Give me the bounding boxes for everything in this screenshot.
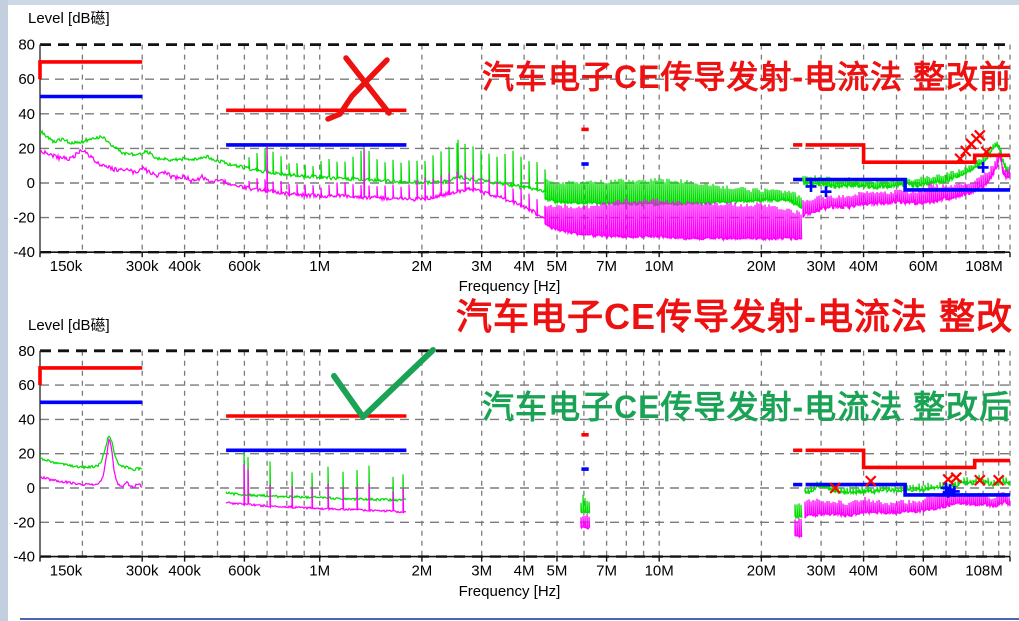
- measurement-marker-x: [954, 153, 966, 165]
- measurement-marker-x: [992, 474, 1005, 487]
- y-tick-label: 60: [18, 71, 35, 88]
- limit-line: [805, 448, 1010, 470]
- limit-line: [805, 482, 1010, 497]
- x-tick-label: 600k: [228, 258, 261, 275]
- x-tick-label: 10M: [645, 563, 674, 580]
- plot-title-after: 汽车电子CE传导发射-电流法 整改后: [481, 389, 1012, 425]
- limit-line: [805, 143, 1010, 164]
- trace-peak: [225, 451, 406, 503]
- y-tick-label: 40: [18, 411, 35, 428]
- x-tick-label: 5M: [547, 563, 568, 580]
- measurement-marker-x: [950, 471, 963, 484]
- x-tick-label: 60M: [909, 563, 938, 580]
- x-tick-label: 7M: [596, 563, 617, 580]
- trace-average: [39, 148, 250, 192]
- x-axis-title-top: Frequency [Hz]: [458, 278, 561, 295]
- x-tick-label: 1M: [309, 563, 330, 580]
- measurement-marker-x: [829, 482, 841, 494]
- y-tick-label: 20: [18, 140, 35, 157]
- limit-line: [38, 60, 143, 80]
- measurement-marker-plus: [942, 486, 954, 498]
- x-tick-label: 300k: [126, 563, 159, 580]
- x-tick-label: 300k: [126, 258, 159, 275]
- measurement-marker-plus: [977, 161, 989, 173]
- x-tick-label: 20M: [747, 563, 776, 580]
- x-tick-label: 150k: [50, 258, 83, 275]
- window-frame-bottom-line: [20, 618, 1019, 620]
- measurement-marker-plus: [805, 180, 817, 192]
- measurement-marker-plus: [820, 186, 832, 198]
- trace-peak: [544, 178, 803, 210]
- x-tick-label: 4M: [514, 258, 535, 275]
- y-tick-label: -20: [13, 514, 35, 531]
- y-tick-label: 0: [27, 175, 35, 192]
- x-tick-label: 150k: [50, 563, 83, 580]
- trace-average: [580, 513, 591, 530]
- x-axis-title-bottom: Frequency [Hz]: [458, 583, 561, 600]
- x-tick-label: 40M: [849, 258, 878, 275]
- y-tick-label: -40: [13, 549, 35, 566]
- y-tick-label: -20: [13, 210, 35, 227]
- x-tick-label: 3M: [471, 563, 492, 580]
- y-tick-label: 80: [18, 343, 35, 360]
- x-tick-label: 108M: [965, 563, 1003, 580]
- measurement-marker-x: [980, 146, 993, 158]
- x-tick-label: 2M: [411, 258, 432, 275]
- y-axis-title-bottom: Level [dB礠]: [28, 317, 110, 334]
- y-tick-label: 0: [27, 480, 35, 497]
- x-tick-label: 1M: [309, 258, 330, 275]
- measurement-marker-x: [974, 474, 986, 487]
- window-frame-left: [0, 0, 8, 621]
- x-tick-label: 600k: [228, 563, 261, 580]
- x-tick-label: 10M: [645, 258, 674, 275]
- measurement-marker-x: [974, 129, 986, 142]
- y-axis-title-top: Level [dB礠]: [28, 10, 110, 27]
- y-tick-label: 60: [18, 377, 35, 394]
- trace-average: [248, 146, 547, 219]
- x-tick-label: 3M: [471, 258, 492, 275]
- trace-average: [39, 437, 143, 489]
- trace-peak: [580, 494, 591, 515]
- y-tick-label: 40: [18, 106, 35, 123]
- fail-cross-mark: [325, 57, 390, 122]
- measurement-marker-x: [864, 475, 877, 487]
- trace-peak: [39, 435, 143, 472]
- x-tick-label: 30M: [807, 258, 836, 275]
- pass-check-mark: [331, 347, 436, 420]
- x-tick-label: 20M: [747, 258, 776, 275]
- trace-peak: [248, 139, 547, 194]
- x-tick-label: 5M: [547, 258, 568, 275]
- y-tick-label: -40: [13, 244, 35, 261]
- trace-average: [804, 491, 1011, 519]
- x-tick-label: 30M: [807, 563, 836, 580]
- limit-line: [805, 177, 1010, 192]
- y-tick-label: 80: [18, 37, 35, 54]
- x-tick-label: 2M: [411, 563, 432, 580]
- x-tick-label: 4M: [514, 563, 535, 580]
- trace-peak: [39, 129, 250, 170]
- x-tick-label: 60M: [909, 258, 938, 275]
- trace-average: [544, 198, 803, 242]
- limit-line: [38, 366, 143, 386]
- trace-average: [794, 518, 803, 539]
- fail-cross-mark: [343, 55, 392, 116]
- window-frame-top: [0, 0, 1019, 5]
- x-tick-label: 40M: [849, 563, 878, 580]
- x-tick-label: 400k: [168, 563, 201, 580]
- trace-average: [225, 463, 407, 514]
- x-tick-label: 7M: [596, 258, 617, 275]
- main-title: 汽车电子CE传导发射-电流法 整改: [455, 296, 1013, 337]
- x-tick-label: 400k: [168, 258, 201, 275]
- y-tick-label: 20: [18, 446, 35, 463]
- plot-title-before: 汽车电子CE传导发射-电流法 整改前: [481, 59, 1012, 95]
- trace-peak: [794, 503, 803, 520]
- x-tick-label: 108M: [965, 258, 1003, 275]
